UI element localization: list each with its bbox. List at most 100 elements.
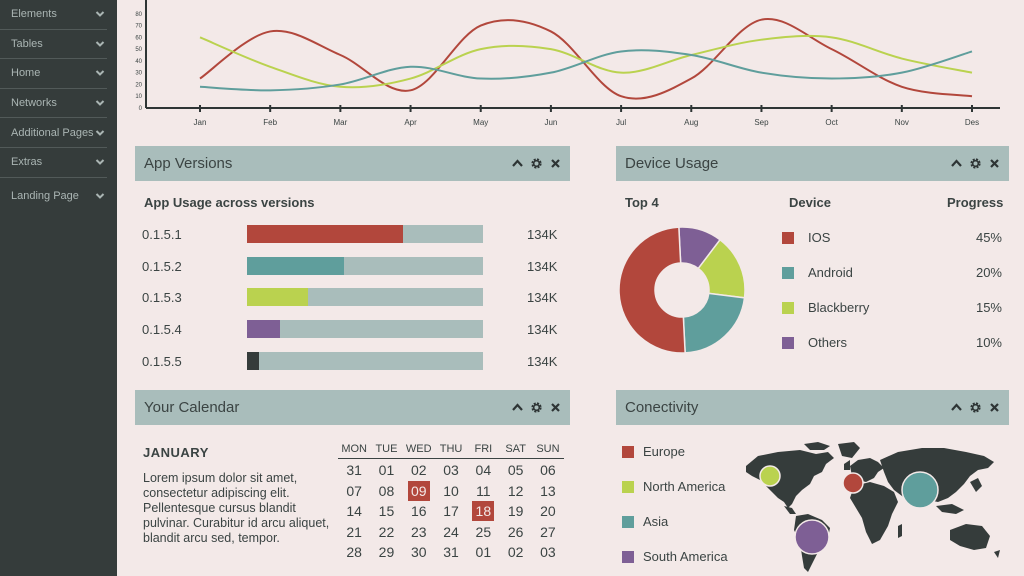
calendar-day[interactable]: 14 — [346, 503, 362, 520]
close-icon[interactable] — [988, 157, 1001, 170]
calendar-grid: MON TUE WED THU FRI SAT SUN 31 01 02 03 04 05 06 07 08… — [338, 441, 564, 562]
version-bar-track — [247, 351, 483, 370]
calendar-day[interactable]: 22 — [378, 523, 395, 540]
legend-swatch — [622, 551, 634, 563]
calendar-day[interactable]: 17 — [443, 503, 459, 520]
version-label: 0.1.5.1 — [142, 227, 182, 242]
y-tick-label: 40 — [135, 59, 142, 65]
collapse-icon[interactable] — [950, 401, 963, 414]
calendar-day[interactable]: 26 — [507, 523, 524, 540]
x-tick-label: Jan — [194, 118, 207, 127]
calendar-day-highlighted[interactable]: 09 — [407, 480, 430, 501]
calendar-day[interactable]: 30 — [410, 544, 427, 561]
calendar-day[interactable]: 21 — [346, 523, 362, 540]
sidebar-item[interactable]: Tables — [0, 30, 107, 60]
close-icon[interactable] — [549, 157, 562, 170]
device-name: Others — [808, 335, 848, 350]
device-percent: 10% — [975, 335, 1002, 350]
calendar-day[interactable]: 19 — [507, 503, 524, 520]
device-name: Android — [808, 265, 853, 280]
calendar-day[interactable]: 28 — [346, 544, 362, 561]
calendar-note: Lorem ipsum dolor sit amet, consectetur … — [143, 471, 330, 545]
sidebar-item[interactable]: Additional Pages — [0, 118, 107, 148]
calendar-week: 31 01 02 03 04 05 06 — [338, 459, 564, 480]
calendar-day[interactable]: 02 — [410, 462, 427, 478]
sidebar-item[interactable]: Extras — [0, 148, 107, 178]
calendar-day[interactable]: 03 — [443, 462, 459, 478]
y-tick-label: 80 — [135, 12, 142, 18]
calendar-day[interactable]: 03 — [540, 544, 556, 561]
gear-icon[interactable] — [530, 157, 543, 170]
calendar-day[interactable]: 07 — [346, 482, 362, 499]
region-name: North America — [643, 479, 726, 494]
version-bar-track — [247, 256, 483, 275]
y-tick-label: 30 — [135, 71, 142, 77]
version-bar-track — [247, 225, 483, 243]
map-marker-europe[interactable] — [842, 472, 864, 494]
collapse-icon[interactable] — [950, 157, 963, 170]
calendar-day[interactable]: 29 — [378, 544, 395, 561]
y-tick-label: 0 — [139, 106, 143, 112]
calendar-day[interactable]: 27 — [540, 523, 556, 540]
gear-icon[interactable] — [969, 401, 982, 414]
x-tick-label: May — [473, 118, 488, 127]
sidebar-item-label: Landing Page — [11, 190, 79, 203]
map-marker-north-america[interactable] — [759, 465, 781, 487]
legend-swatch — [782, 302, 794, 314]
weekday-label: WED — [405, 443, 432, 455]
calendar-day-highlighted[interactable]: 18 — [472, 501, 495, 522]
version-bar-fill — [247, 256, 344, 275]
map-marker-asia[interactable] — [901, 471, 939, 509]
y-tick-label: 60 — [135, 35, 142, 41]
sidebar-item[interactable]: Landing Page — [0, 182, 107, 212]
version-row: 0.1.5.3 134K — [142, 288, 562, 308]
version-value: 134K — [527, 290, 558, 306]
calendar-day[interactable]: 12 — [507, 482, 524, 499]
calendar-day[interactable]: 01 — [378, 462, 395, 478]
device-row: Others 10% — [782, 334, 1002, 352]
calendar-day[interactable]: 20 — [540, 503, 556, 520]
calendar-day[interactable]: 01 — [475, 544, 492, 561]
top-4-label: Top 4 — [625, 195, 659, 210]
calendar-day[interactable]: 25 — [475, 523, 492, 540]
legend-swatch — [782, 337, 794, 349]
calendar-day[interactable]: 16 — [410, 503, 427, 520]
close-icon[interactable] — [549, 401, 562, 414]
weekday-label: MON — [341, 443, 367, 455]
gear-icon[interactable] — [969, 157, 982, 170]
calendar-day[interactable]: 15 — [378, 503, 395, 520]
sidebar-item-label: Networks — [11, 97, 57, 110]
collapse-icon[interactable] — [511, 157, 524, 170]
calendar-day[interactable]: 11 — [476, 482, 491, 499]
calendar-day[interactable]: 02 — [507, 544, 524, 561]
sidebar-item-label: Extras — [11, 156, 43, 169]
calendar-day[interactable]: 13 — [540, 482, 556, 499]
series-line-0 — [199, 18, 973, 100]
sidebar-item[interactable]: Elements — [0, 0, 107, 30]
calendar-day[interactable]: 10 — [443, 482, 459, 499]
x-tick-label: Feb — [263, 118, 277, 127]
close-icon[interactable] — [988, 401, 1001, 414]
calendar-day[interactable]: 04 — [475, 462, 492, 478]
calendar-day[interactable]: 31 — [346, 462, 362, 478]
calendar-day[interactable]: 08 — [378, 482, 395, 499]
calendar-week: 14 15 16 17 18 19 20 — [338, 500, 564, 522]
collapse-icon[interactable] — [511, 401, 524, 414]
calendar-header: Your Calendar — [135, 390, 570, 425]
calendar-day[interactable]: 23 — [410, 523, 427, 540]
calendar-day[interactable]: 06 — [540, 462, 556, 478]
gear-icon[interactable] — [530, 401, 543, 414]
x-tick-label: Aug — [684, 118, 698, 127]
device-percent: 20% — [975, 265, 1002, 280]
calendar-day[interactable]: 05 — [507, 462, 524, 478]
map-marker-south-america[interactable] — [794, 519, 830, 555]
calendar-day[interactable]: 31 — [443, 544, 459, 561]
weekday-label: SAT — [505, 443, 526, 455]
line-chart: 0 10 20 30 40 50 60 70 80 Jan Feb Mar Apr May Jun Jul Au… — [135, 0, 1000, 127]
sidebar-item[interactable]: Home — [0, 59, 107, 89]
version-bar-track — [247, 288, 483, 307]
region-row: North America — [622, 478, 762, 496]
calendar-day[interactable]: 24 — [443, 523, 459, 540]
sidebar-item[interactable]: Networks — [0, 89, 107, 119]
region-name: Europe — [643, 444, 685, 459]
